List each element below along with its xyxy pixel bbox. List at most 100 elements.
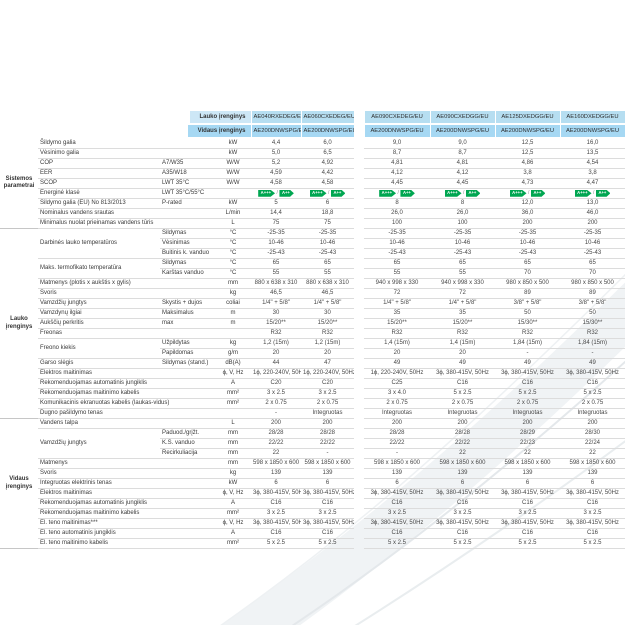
spec-value: 5 x 2.5: [495, 538, 561, 549]
column-gap: [354, 339, 364, 349]
spec-value: R32: [251, 328, 302, 339]
spec-value: -25-43: [364, 248, 431, 259]
spec-value: 2 x 0.75: [364, 398, 431, 409]
spec-value: 8,7: [430, 148, 496, 159]
column-gap: [354, 239, 364, 249]
spec-value: 200: [495, 418, 561, 429]
spec-row: Garso slėgis Šildymas (stand.) dB(A) 44 47 49…: [0, 358, 625, 369]
spec-value: 3 x 4.0: [364, 388, 431, 399]
spec-row: Minimalus nuolat prieinamas vandens tūri…: [0, 218, 625, 229]
spec-value: C25: [364, 378, 431, 389]
spec-value: -25-43: [430, 248, 496, 259]
row-sublabel: LWT 35°C/55°C: [160, 188, 215, 199]
spec-row: Vamzdžių jungtys Skystis + dujos coliai 1/4…: [0, 298, 625, 309]
row-label: Vamzdynų ilgiai: [38, 308, 160, 319]
spec-value: 15/20**: [430, 318, 496, 329]
outdoor-model-header: AE160DXEDGG/EU: [559, 110, 625, 125]
spec-value: 1ϕ, 220-240V, 50Hz: [301, 368, 355, 379]
energy-class-badge: A+++: [258, 189, 276, 197]
column-gap: [354, 379, 364, 389]
spec-row: Vidaus įrenginys Vandens talpa L 200 200 200 2…: [0, 418, 625, 549]
spec-value: 1,2 (15m): [251, 338, 302, 349]
row-sublabel: K.Š. vanduo: [160, 438, 215, 449]
spec-row: Buitinis k. vanduo °C -25-43 -25-43 -25-43 -2…: [0, 248, 625, 259]
spec-value: 72: [430, 288, 496, 299]
spec-value: 3/8" + 5/8": [495, 298, 561, 309]
spec-row: Svoris kg 46,5 46,5 72 72 89 89: [0, 288, 625, 299]
spec-value: Integruotas: [301, 408, 355, 419]
spec-row: Energinė klasė LWT 35°C/55°C A+++ / A++ A+++ /…: [0, 188, 625, 199]
row-label: Dugno pašildymo tenas: [38, 408, 215, 419]
spec-value: 18,8: [301, 208, 355, 219]
spec-value: C16: [364, 498, 431, 509]
spec-value: 20: [364, 348, 431, 359]
spec-value: 139: [251, 468, 302, 479]
spec-body: Sistemos parametrai Šildymo galia kW 4,4 6,0…: [0, 138, 625, 549]
row-sublabel: Maksimalus: [160, 308, 215, 319]
spec-value: -25-35: [560, 228, 625, 239]
spec-value: 980 x 850 x 500: [495, 278, 561, 289]
row-unit: ϕ, V, Hz: [215, 368, 252, 379]
spec-value: 46,5: [251, 288, 302, 299]
row-label: Vandens talpa: [38, 418, 215, 429]
spec-value: 1,84 (15m): [560, 338, 625, 349]
spec-value: 65: [364, 258, 431, 269]
spec-value: 10-46: [251, 238, 302, 249]
row-unit: mm: [215, 428, 252, 439]
column-gap: [354, 309, 364, 319]
spec-value: 4,86: [495, 158, 561, 169]
spec-value: 30: [251, 308, 302, 319]
spec-value: 139: [364, 468, 431, 479]
spec-value: 22: [495, 448, 561, 459]
spec-value: 139: [560, 468, 625, 479]
row-unit: W/W: [215, 168, 252, 179]
spec-value: A+++ / A++: [364, 188, 431, 199]
row-unit: mm²: [215, 388, 252, 399]
spec-value: 100: [430, 218, 496, 229]
spec-row: Rekomenduojamas automatinis jungiklis A C2…: [0, 378, 625, 389]
outdoor-model-header: AE040RXEDEG/EU: [250, 110, 302, 125]
spec-value: 47: [301, 358, 355, 369]
spec-value: 6: [301, 478, 355, 489]
row-unit: mm²: [215, 538, 252, 549]
column-gap: [354, 449, 364, 459]
spec-value: 22: [430, 448, 496, 459]
spec-value: 8,7: [364, 148, 431, 159]
row-label: Rekomenduojamas automatinis jungiklis: [38, 498, 215, 509]
row-label: Matmenys: [38, 458, 215, 469]
spec-value: C16: [560, 528, 625, 539]
row-unit: mm: [215, 458, 252, 469]
column-gap: [354, 189, 364, 199]
spec-value: -25-35: [430, 228, 496, 239]
spec-value: A+++ / A++: [251, 188, 302, 199]
spec-value: -: [495, 348, 561, 359]
spec-value: 65: [560, 258, 625, 269]
badge-separator: /: [276, 189, 278, 196]
spec-value: 5,2: [251, 158, 302, 169]
spec-value: -25-35: [364, 228, 431, 239]
spec-value: 26,0: [430, 208, 496, 219]
indoor-model-header: AE200DNWSPG/EU: [363, 123, 431, 139]
spec-value: 3 x 2.5: [430, 508, 496, 519]
row-label: SCOP: [38, 178, 160, 189]
outdoor-model-header: AE060CXEDEG/EU: [300, 110, 355, 125]
spec-value: 3ϕ, 380-415V, 50Hz: [560, 488, 625, 499]
spec-value: 5 x 2.5: [560, 538, 625, 549]
spec-value: 200: [560, 218, 625, 229]
spec-value: C16: [430, 378, 496, 389]
spec-sheet: Lauko įrenginys AE040RXEDEG/EU AE060CXEDEG…: [0, 110, 625, 549]
spec-value: 3ϕ, 380-415V, 50Hz: [301, 488, 355, 499]
row-unit: [215, 188, 252, 199]
energy-class-badge: A++: [400, 189, 415, 197]
spec-value: -: [301, 448, 355, 459]
indoor-model-header: AE200DNWSPG/EU: [429, 123, 496, 139]
row-label: Matmenys (plotis x aukštis x gylis): [38, 278, 215, 289]
spec-value: 1/4" + 5/8": [430, 298, 496, 309]
spec-value: 139: [430, 468, 496, 479]
spec-value: 70: [495, 268, 561, 279]
spec-value: C16: [301, 498, 355, 509]
spec-value: Integruotas: [430, 408, 496, 419]
spec-value: 3ϕ, 380-415V, 50Hz: [364, 488, 431, 499]
row-unit: kW: [215, 138, 252, 149]
row-sublabel: A7/W35: [160, 158, 215, 169]
